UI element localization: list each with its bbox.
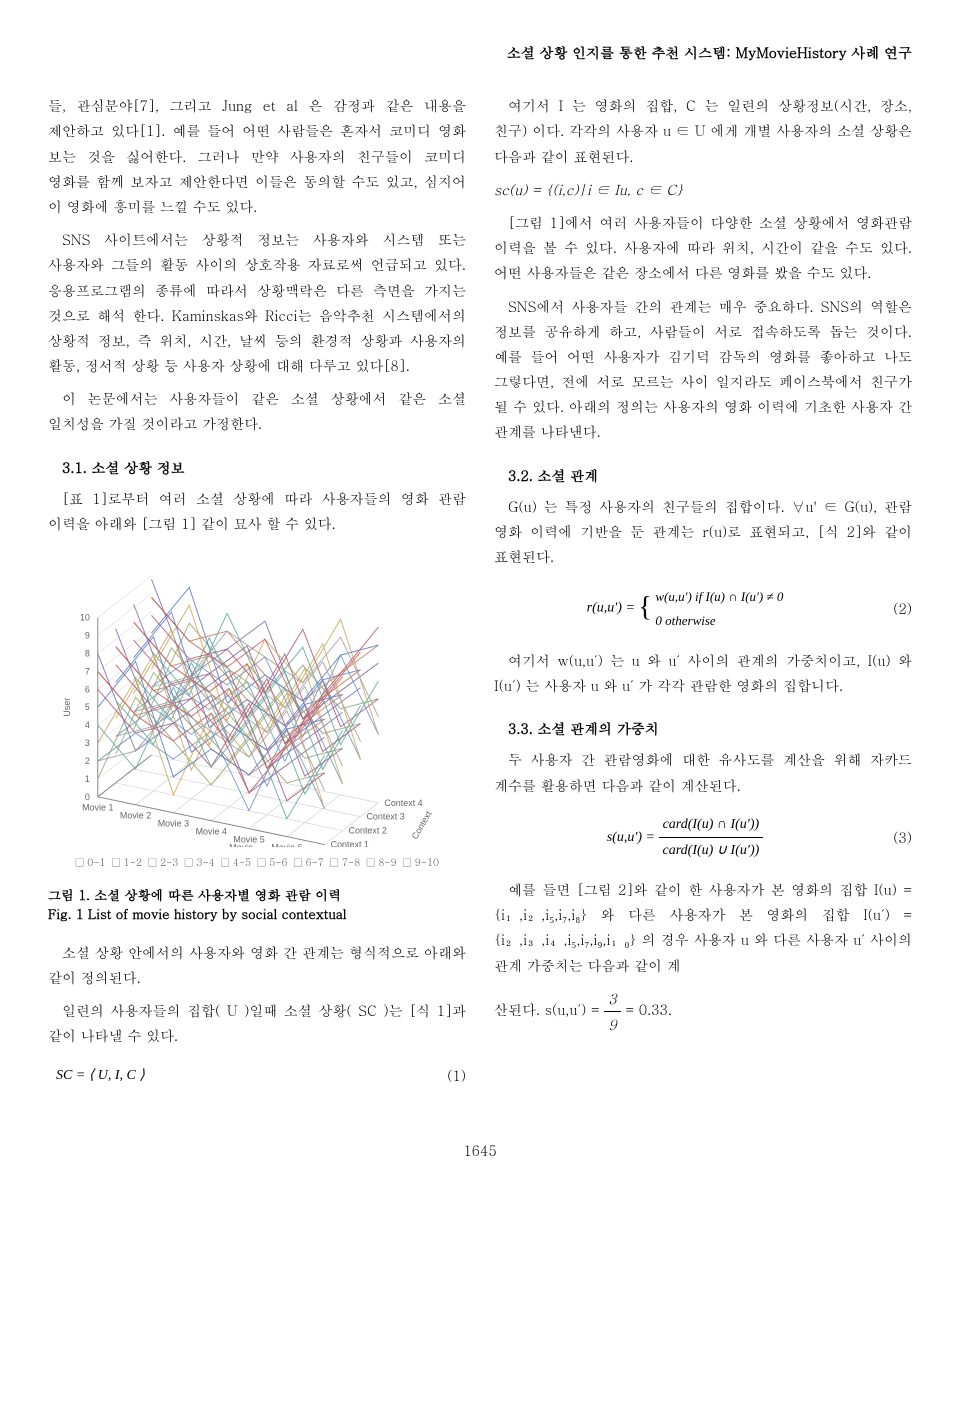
svg-text:0: 0: [85, 792, 90, 802]
right-column: 여기서 I 는 영화의 집합, C 는 일련의 상황정보(시간, 장소, 친구)…: [494, 93, 912, 1102]
left-p1: 들, 관심분야[7], 그리고 Jung et al 은 감정과 같은 내용을 …: [48, 93, 466, 219]
svg-text:10: 10: [80, 613, 90, 623]
svg-text:Context 1: Context 1: [331, 840, 369, 847]
right-p2: [그림 1]에서 여러 사용자들이 다양한 소셜 상황에서 영화관람 이력을 볼…: [494, 210, 912, 286]
equation-2-case2: 0 otherwise: [655, 613, 715, 628]
equation-3: s(u,u′) = card(I(u) ∩ I(u′)) card(I(u) ∪…: [494, 812, 876, 863]
legend-item: □ 2-3: [148, 855, 178, 869]
legend-item: □ 0-1: [75, 855, 105, 869]
svg-text:4: 4: [85, 720, 90, 730]
svg-text:5: 5: [85, 702, 90, 712]
legend-item: □ 4-5: [221, 855, 251, 869]
equation-2-row: r(u,u′) = { w(u,u′) if I(u) ∩ I(u′) ≠ 0 …: [494, 583, 912, 633]
svg-text:Movie 3: Movie 3: [158, 819, 189, 829]
right-p3: SNS에서 사용자들 간의 관계는 매우 중요하다. SNS의 역할은 정보를 …: [494, 294, 912, 445]
equation-3-row: s(u,u′) = card(I(u) ∩ I(u′)) card(I(u) ∪…: [494, 812, 912, 863]
svg-text:Movie 1: Movie 1: [82, 803, 113, 813]
svg-text:9: 9: [85, 631, 90, 641]
equation-3-lhs: s(u,u′) =: [607, 830, 655, 845]
figure-1-caption-ko: 그림 1. 소셜 상황에 따른 사용자별 영화 관람 이력: [48, 885, 341, 904]
svg-text:Context 4: Context 4: [384, 798, 422, 808]
section-3-3-heading: 3.3. 소셜 관계의 가중치: [494, 716, 912, 741]
svg-text:Movie 4: Movie 4: [196, 827, 227, 837]
right-p6-frac-num: 3: [604, 986, 620, 1012]
svg-text:Context 2: Context 2: [349, 826, 387, 836]
svg-text:Context 3: Context 3: [366, 812, 404, 822]
equation-2-number: (2): [876, 596, 912, 621]
legend-item: □ 5-6: [257, 855, 287, 869]
legend-item: □ 7-8: [330, 855, 360, 869]
page-header-title: 소셜 상황 인지를 통한 추천 시스템: MyMovieHistory 사례 연…: [48, 40, 912, 65]
legend-item: □ 9-10: [403, 855, 439, 869]
svg-text:6: 6: [85, 684, 90, 694]
svg-text:2: 2: [85, 756, 90, 766]
svg-text:3: 3: [85, 738, 90, 748]
svg-text:User: User: [62, 698, 72, 717]
legend-item: □ 6-7: [293, 855, 323, 869]
equation-3-number: (3): [876, 825, 912, 850]
left-p3: 이 논문에서는 사용자들이 같은 소셜 상황에서 같은 소셜 일치성을 가질 것…: [48, 386, 466, 436]
two-column-layout: 들, 관심분야[7], 그리고 Jung et al 은 감정과 같은 내용을 …: [48, 93, 912, 1102]
page-number: 1645: [48, 1138, 912, 1163]
left-p5: 일련의 사용자들의 집합( U )일때 소셜 상황( SC )는 [식 1]과 …: [48, 998, 466, 1048]
left-p2: SNS 사이트에서는 상황적 정보는 사용자와 시스템 또는 사용자와 그들의 …: [48, 227, 466, 378]
equation-3-denominator: card(I(u) ∪ I(u′)): [659, 838, 764, 863]
left-column: 들, 관심분야[7], 그리고 Jung et al 은 감정과 같은 내용을 …: [48, 93, 466, 1102]
equation-2-case1: w(u,u′) if I(u) ∩ I(u′) ≠ 0: [655, 589, 783, 604]
equation-1-row: SC = ⟨ U, I, C ⟩ (1): [48, 1063, 466, 1088]
right-p4: 여기서 w(u,u′) 는 u 와 u′ 사이의 관계의 가중치이고, I(u)…: [494, 648, 912, 698]
legend-item: □ 1-2: [111, 855, 141, 869]
section-3-3-body: 두 사용자 간 관람영화에 대한 유사도를 계산을 위해 자카드 계수를 활용하…: [494, 747, 912, 797]
section-3-2-body: G(u) 는 특정 사용자의 친구들의 집합이다. ∀u' ∈ G(u), 관람…: [494, 494, 912, 570]
chart-legend: □ 0-1 □ 1-2 □ 2-3 □ 3-4 □ 4-5 □ 5-6 □ 6-7 □ 7-8…: [48, 853, 466, 871]
right-p6-post: = 0.33.: [625, 999, 672, 1019]
right-p5: 예를 들면 [그림 2]와 같이 한 사용자가 본 영화의 집합 I(u) = …: [494, 877, 912, 978]
equation-3-numerator: card(I(u) ∩ I(u′)): [659, 812, 764, 838]
svg-text:8: 8: [85, 649, 90, 659]
equation-2-lhs: r(u,u′) =: [587, 601, 635, 616]
svg-text:Context: Context: [410, 809, 434, 841]
figure-1-caption: 그림 1. 소셜 상황에 따른 사용자별 영화 관람 이력 Fig. 1 Lis…: [48, 885, 466, 924]
legend-item: □ 3-4: [184, 855, 214, 869]
right-p1: 여기서 I 는 영화의 집합, C 는 일련의 상황정보(시간, 장소, 친구)…: [494, 93, 912, 169]
equation-sc: sc(u) = {(i,c)|i ∈ Iu, c ∈ C}: [494, 177, 912, 202]
right-p6-frac-den: 9: [604, 1012, 620, 1037]
legend-item: □ 8-9: [366, 855, 396, 869]
section-3-1-heading: 3.1. 소셜 상황 정보: [48, 455, 466, 480]
section-3-1-body: [표 1]로부터 여러 소셜 상황에 따라 사용자들의 영화 관람 이력을 아래…: [48, 486, 466, 536]
svg-text:Movie 2: Movie 2: [120, 811, 151, 821]
right-p6: 산된다. s(u,u′) = 3 9 = 0.33.: [494, 986, 912, 1037]
left-p4: 소셜 상황 안에서의 사용자와 영화 간 관계는 형식적으로 아래와 같이 정의…: [48, 940, 466, 990]
figure-1-chart: 109876543210UserMovie 1Movie 2Movie 3Mov…: [48, 548, 466, 847]
svg-text:1: 1: [85, 774, 90, 784]
svg-text:Movie: Movie: [229, 843, 253, 847]
chart-svg: 109876543210UserMovie 1Movie 2Movie 3Mov…: [48, 548, 466, 847]
svg-text:7: 7: [85, 667, 90, 677]
figure-1-caption-en: Fig. 1 List of movie history by social c…: [48, 904, 347, 923]
equation-1: SC = ⟨ U, I, C ⟩: [48, 1063, 430, 1088]
equation-2: r(u,u′) = { w(u,u′) if I(u) ∩ I(u′) ≠ 0 …: [494, 583, 876, 633]
section-3-2-heading: 3.2. 소셜 관계: [494, 463, 912, 488]
right-p6-pre: 산된다. s(u,u′) =: [494, 999, 604, 1019]
equation-1-number: (1): [430, 1063, 466, 1088]
svg-text:Movie 6: Movie 6: [271, 843, 302, 847]
